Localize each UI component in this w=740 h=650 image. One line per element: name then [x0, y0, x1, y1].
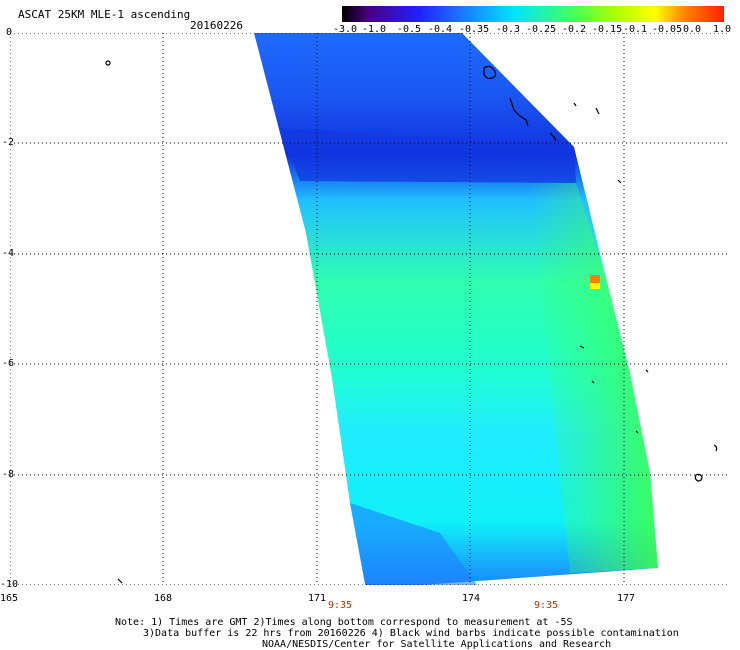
note-line-1: Note: 1) Times are GMT 2)Times along bot…: [115, 617, 573, 628]
lat-label: 0: [6, 27, 13, 38]
lon-label: 165: [0, 593, 19, 604]
time-label: 9:35: [328, 600, 353, 611]
swath-blue-corner: [350, 503, 478, 585]
swath-deep-blue-band: [280, 128, 576, 183]
lat-label: -6: [2, 358, 15, 369]
lat-label: -4: [2, 248, 15, 259]
note-line-2: 3)Data buffer is 22 hrs from 20160226 4)…: [143, 628, 679, 639]
scale-label: -0.25: [526, 24, 557, 35]
satellite-swath-map: [10, 33, 730, 585]
island-outlines: [105, 60, 718, 584]
scale-label: -0.4: [428, 24, 453, 35]
scale-label: -3.0: [333, 24, 358, 35]
scale-label: 0.0: [683, 24, 702, 35]
scale-label: -0.15: [592, 24, 623, 35]
swath-hot-pixel: [590, 283, 600, 289]
color-scale-bar: [342, 6, 724, 22]
scale-label: 1.0: [713, 24, 732, 35]
lon-label: 177: [617, 593, 636, 604]
swath-hot-pixel: [590, 275, 600, 283]
scale-label: -0.1: [623, 24, 648, 35]
scale-label: -0.35: [459, 24, 490, 35]
scale-label: -0.2: [562, 24, 587, 35]
map-date: 20160226: [190, 19, 243, 32]
scale-label: -0.3: [496, 24, 521, 35]
lon-label: 174: [462, 593, 481, 604]
lon-label: 171: [308, 593, 327, 604]
time-label: 9:35: [534, 600, 559, 611]
lat-label: -2: [2, 137, 15, 148]
note-line-3: NOAA/NESDIS/Center for Satellite Applica…: [262, 639, 612, 650]
lat-label: -10: [0, 579, 19, 590]
scale-label: -0.5: [397, 24, 422, 35]
grid-lines: [10, 33, 730, 585]
scale-label: -1.0: [362, 24, 387, 35]
scale-label: -0.05: [652, 24, 683, 35]
lat-label: -8: [2, 469, 15, 480]
lon-label: 168: [154, 593, 173, 604]
map-title: ASCAT 25KM MLE-1 ascending: [18, 8, 191, 21]
